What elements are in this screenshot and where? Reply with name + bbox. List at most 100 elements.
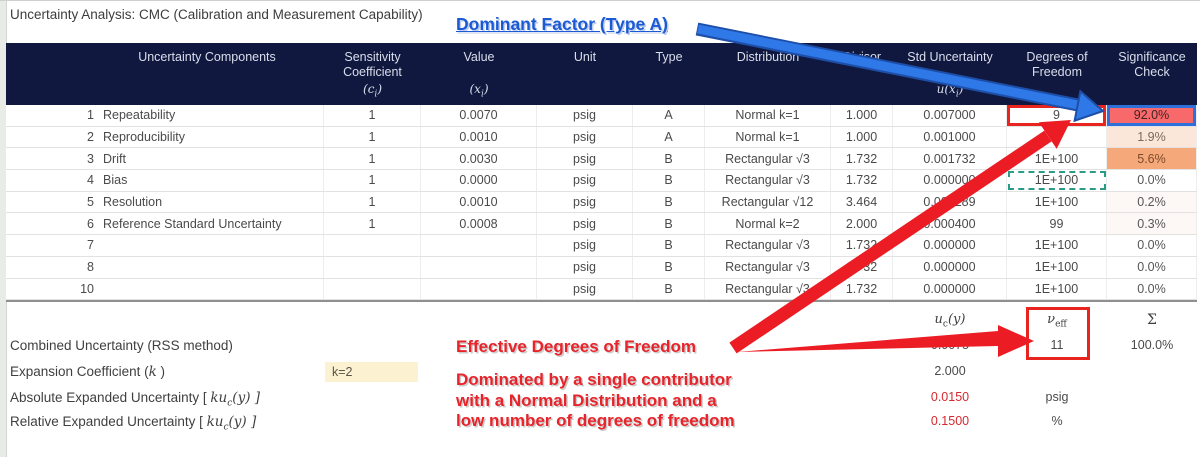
combined-uncertainty-value[interactable]: 0.0075: [930, 338, 970, 352]
col-header-unit[interactable]: Unit: [573, 50, 597, 64]
cell-type[interactable]: B: [633, 213, 705, 235]
cell-unit[interactable]: psig: [537, 105, 633, 126]
cell-divisor[interactable]: 2.000: [831, 213, 893, 235]
cell-degrees-of-freedom[interactable]: 1E+100: [1007, 256, 1107, 278]
cell-type[interactable]: B: [633, 148, 705, 170]
absolute-expanded-value[interactable]: 0.0150: [930, 390, 970, 404]
cell-sensitivity-coefficient[interactable]: 1: [324, 148, 421, 170]
cell-value[interactable]: [421, 278, 537, 300]
cell-value[interactable]: [421, 235, 537, 256]
cell-unit[interactable]: psig: [537, 148, 633, 170]
cell-distribution[interactable]: Rectangular √3: [705, 148, 831, 170]
cell-sensitivity-coefficient[interactable]: [324, 256, 421, 278]
cell-significance[interactable]: 0.0%: [1107, 235, 1197, 256]
cell-divisor[interactable]: 1.000: [831, 126, 893, 148]
cell-unit[interactable]: psig: [537, 126, 633, 148]
cell-component[interactable]: 5 Resolution: [6, 191, 324, 213]
cell-distribution[interactable]: Normal k=2: [705, 213, 831, 235]
absolute-expanded-unit[interactable]: psig: [1045, 390, 1069, 404]
cell-sensitivity-coefficient[interactable]: 1: [324, 170, 421, 191]
cell-sensitivity-coefficient[interactable]: 1: [324, 191, 421, 213]
cell-significance[interactable]: 0.0%: [1107, 170, 1197, 191]
cell-divisor[interactable]: 1.732: [831, 278, 893, 300]
cell-sensitivity-coefficient[interactable]: 1: [324, 126, 421, 148]
cell-significance[interactable]: 0.2%: [1107, 191, 1197, 213]
cell-distribution[interactable]: Rectangular √12: [705, 191, 831, 213]
col-header-components[interactable]: Uncertainty Components: [138, 50, 276, 64]
cell-degrees-of-freedom[interactable]: 99: [1007, 213, 1107, 235]
col-header-significance-check[interactable]: Significance Check: [1118, 50, 1186, 79]
cell-unit[interactable]: psig: [537, 213, 633, 235]
cell-divisor[interactable]: 1.732: [831, 256, 893, 278]
cell-value[interactable]: 0.0000: [421, 170, 537, 191]
cell-divisor[interactable]: 1.732: [831, 235, 893, 256]
cell-distribution[interactable]: Rectangular √3: [705, 235, 831, 256]
cell-unit[interactable]: psig: [537, 191, 633, 213]
cell-std-uncertainty[interactable]: 0.000000: [893, 235, 1007, 256]
cell-std-uncertainty[interactable]: 0.000400: [893, 213, 1007, 235]
cell-type[interactable]: A: [633, 105, 705, 126]
cell-component[interactable]: 4 Bias: [6, 170, 324, 191]
cell-distribution[interactable]: Rectangular √3: [705, 170, 831, 191]
col-header-degrees-of-freedom[interactable]: Degrees of Freedom: [1026, 50, 1088, 79]
cell-sensitivity-coefficient[interactable]: [324, 278, 421, 300]
cell-divisor[interactable]: 1.732: [831, 170, 893, 191]
col-header-type[interactable]: Type: [655, 50, 683, 64]
cell-degrees-of-freedom[interactable]: 1E+100: [1007, 191, 1107, 213]
cell-component[interactable]: 10: [6, 278, 324, 300]
cell-std-uncertainty[interactable]: 0.000000: [893, 256, 1007, 278]
cell-degrees-of-freedom[interactable]: 1: [1007, 126, 1107, 148]
significance-sum-value[interactable]: 100.0%: [1130, 338, 1174, 352]
cell-divisor[interactable]: 1.000: [831, 105, 893, 126]
veff-value[interactable]: 11: [1050, 338, 1064, 352]
cell-unit[interactable]: psig: [537, 256, 633, 278]
cell-significance[interactable]: 5.6%: [1107, 148, 1197, 170]
cell-std-uncertainty[interactable]: 0.007000: [893, 105, 1007, 126]
cell-value[interactable]: 0.0008: [421, 213, 537, 235]
col-header-value[interactable]: Value (xi): [421, 43, 537, 105]
cell-unit[interactable]: psig: [537, 170, 633, 191]
cell-std-uncertainty[interactable]: 0.000289: [893, 191, 1007, 213]
cell-sensitivity-coefficient[interactable]: 1: [324, 213, 421, 235]
cell-component[interactable]: 8: [6, 256, 324, 278]
cell-sensitivity-coefficient[interactable]: 1: [324, 105, 421, 126]
cell-component[interactable]: 3 Drift: [6, 148, 324, 170]
cell-type[interactable]: B: [633, 170, 705, 191]
cell-significance[interactable]: 0.3%: [1107, 213, 1197, 235]
cell-distribution[interactable]: Rectangular √3: [705, 278, 831, 300]
cell-significance[interactable]: 0.0%: [1107, 278, 1197, 300]
cell-distribution[interactable]: Normal k=1: [705, 105, 831, 126]
cell-divisor[interactable]: 1.732: [831, 148, 893, 170]
col-header-distribution[interactable]: Distribution: [736, 50, 800, 64]
col-header-std-uncertainty[interactable]: Std Uncertainty u(xi): [893, 43, 1007, 105]
cell-std-uncertainty[interactable]: 0.001000: [893, 126, 1007, 148]
cell-component[interactable]: 6 Reference Standard Uncertainty: [6, 213, 324, 235]
cell-value[interactable]: 0.0010: [421, 191, 537, 213]
cell-type[interactable]: B: [633, 191, 705, 213]
cell-divisor[interactable]: 3.464: [831, 191, 893, 213]
relative-expanded-value[interactable]: 0.1500: [930, 414, 970, 428]
cell-value[interactable]: 0.0010: [421, 126, 537, 148]
cell-sensitivity-coefficient[interactable]: [324, 235, 421, 256]
cell-degrees-of-freedom[interactable]: 1E+100: [1007, 148, 1107, 170]
cell-unit[interactable]: psig: [537, 278, 633, 300]
cell-component[interactable]: 7: [6, 235, 324, 256]
cell-std-uncertainty[interactable]: 0.000000: [893, 278, 1007, 300]
cell-component[interactable]: 2 Reproducibility: [6, 126, 324, 148]
col-header-divisor[interactable]: Divisor: [842, 50, 882, 64]
cell-type[interactable]: A: [633, 126, 705, 148]
cell-distribution[interactable]: Normal k=1: [705, 126, 831, 148]
cell-std-uncertainty[interactable]: 0.000000: [893, 170, 1007, 191]
cell-value[interactable]: [421, 256, 537, 278]
cell-degrees-of-freedom[interactable]: 1E+100: [1007, 278, 1107, 300]
cell-significance[interactable]: 1.9%: [1107, 126, 1197, 148]
cell-value[interactable]: 0.0030: [421, 148, 537, 170]
cell-component[interactable]: 1 Repeatability: [6, 105, 324, 126]
cell-unit[interactable]: psig: [537, 235, 633, 256]
cell-degrees-of-freedom[interactable]: 1E+100: [1007, 235, 1107, 256]
cell-degrees-of-freedom[interactable]: 1E+100: [1007, 170, 1107, 191]
cell-degrees-of-freedom[interactable]: 9: [1007, 105, 1107, 126]
cell-type[interactable]: B: [633, 278, 705, 300]
cell-std-uncertainty[interactable]: 0.001732: [893, 148, 1007, 170]
cell-value[interactable]: 0.0070: [421, 105, 537, 126]
